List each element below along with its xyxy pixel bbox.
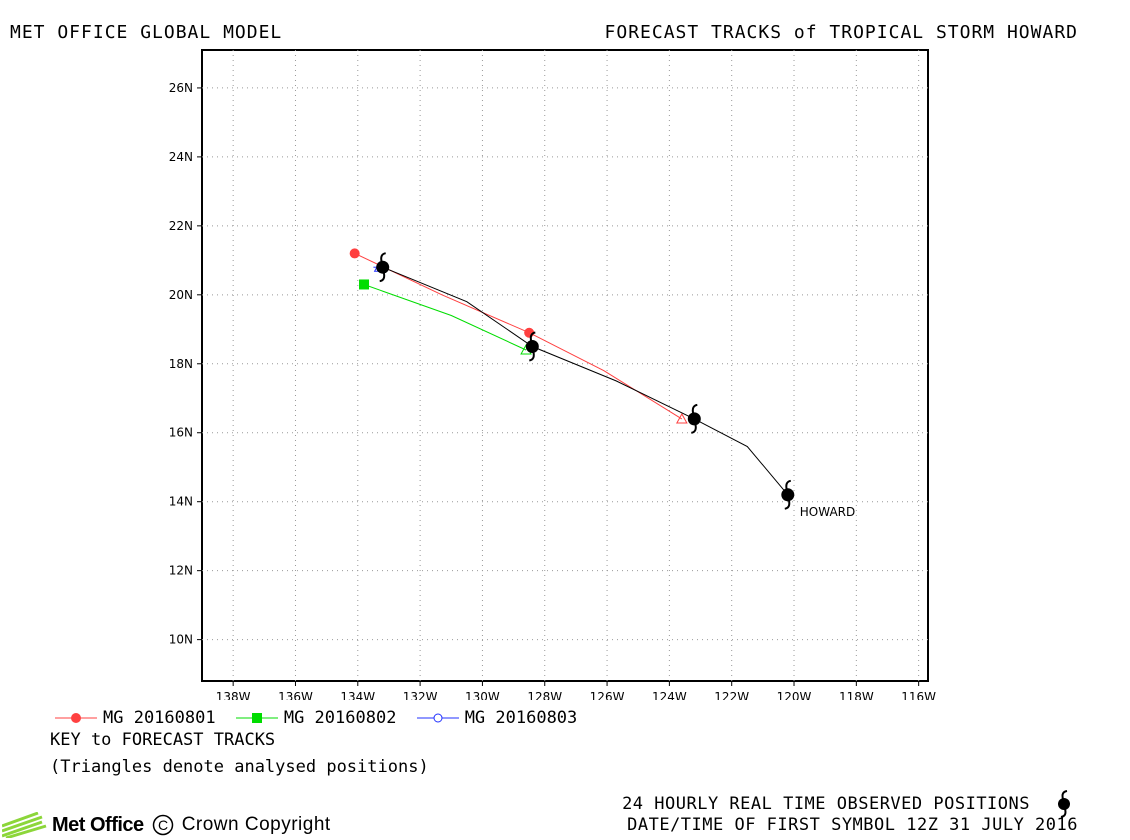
hurricane-symbol-arm: [529, 331, 536, 342]
hurricane-symbol-arm: [380, 252, 386, 263]
blue-open-circle-line-icon: [416, 713, 459, 723]
y-tick-label: 14N: [169, 495, 193, 509]
y-tick-label: 12N: [169, 564, 193, 578]
legend-label: MG 20160802: [283, 708, 397, 728]
forecast-point: [349, 248, 360, 259]
legend: MG 20160801 MG 20160802 MG 20160803: [55, 708, 587, 730]
hurricane-symbol-core: [687, 412, 701, 426]
x-tick-label: 118W: [839, 690, 874, 700]
key-title: KEY to FORECAST TRACKS: [50, 730, 276, 750]
red-circle-line-icon: [55, 713, 97, 723]
hurricane-symbol-arm: [691, 423, 697, 434]
y-tick-label: 10N: [169, 633, 193, 647]
storm-name-label: HOWARD: [800, 505, 855, 519]
x-tick-label: 120W: [777, 690, 812, 700]
hurricane-symbol-arm: [785, 479, 792, 491]
y-tick-label: 20N: [169, 288, 193, 302]
hurricane-symbol-icon: [1058, 790, 1070, 818]
model-title: MET OFFICE GLOBAL MODEL: [10, 22, 283, 43]
x-tick-label: 122W: [714, 690, 749, 700]
x-tick-label: 136W: [278, 690, 313, 700]
hurricane-symbol-icon: [687, 403, 701, 434]
y-tick-label: 16N: [169, 426, 193, 440]
observed-track: [382, 266, 789, 496]
analysed-position-triangle: [675, 412, 688, 424]
x-tick-label: 138W: [216, 690, 251, 700]
green-square-line-icon: [235, 713, 278, 723]
copyright-text: Crown Copyright: [181, 814, 331, 835]
hurricane-symbol-arm: [529, 351, 535, 362]
legend-label: MG 20160803: [464, 708, 578, 728]
met-office-logo-icon: [2, 812, 47, 838]
legend-item-mg-20160802: MG 20160802: [235, 708, 397, 728]
hurricane-symbol-core: [525, 340, 539, 353]
x-tick-label: 126W: [590, 690, 625, 700]
first-symbol-datetime: DATE/TIME OF FIRST SYMBOL 12Z 31 JULY 20…: [627, 815, 1078, 835]
track-map-chart: 138W 136W 134W 132W 130W 128W 126W 124W 122W 120W…: [169, 49, 936, 700]
hurricane-symbol-arm: [691, 403, 698, 415]
hurricane-symbol-arm: [379, 271, 386, 283]
key-note: (Triangles denote analysed positions): [50, 757, 429, 777]
observed-positions-note: 24 HOURLY REAL TIME OBSERVED POSITIONS: [622, 790, 1078, 818]
svg-text:C: C: [158, 817, 168, 833]
hurricane-symbol-core: [781, 488, 795, 502]
hurricane-symbol-icon: [376, 252, 390, 283]
hurricane-symbol-arm: [784, 499, 791, 510]
chart-title: FORECAST TRACKS of TROPICAL STORM HOWARD: [604, 22, 1078, 43]
y-tick-label: 18N: [169, 357, 193, 371]
y-tick-label: 22N: [169, 219, 193, 233]
legend-label: MG 20160801: [103, 708, 216, 728]
y-tick-label: 24N: [169, 150, 193, 164]
x-tick-label: 130W: [465, 690, 500, 700]
x-tick-label: 116W: [901, 690, 936, 700]
y-tick-label: 26N: [169, 81, 193, 95]
forecast-point: [359, 279, 370, 290]
x-tick-label: 128W: [527, 690, 562, 700]
copyright-icon: C: [152, 814, 173, 836]
forecast-track-1: [363, 284, 527, 351]
plot-frame: [201, 49, 929, 682]
hurricane-symbol-core: [376, 260, 390, 274]
x-tick-label: 124W: [652, 690, 687, 700]
legend-item-mg-20160801: MG 20160801: [55, 708, 216, 728]
hurricane-symbol-icon: [781, 479, 795, 510]
x-tick-label: 134W: [340, 690, 375, 700]
brand-name: Met Office: [52, 813, 144, 836]
hurricane-symbol-icon: [525, 331, 539, 362]
observed-positions-label: 24 HOURLY REAL TIME OBSERVED POSITIONS: [622, 794, 1030, 814]
legend-item-mg-20160803: MG 20160803: [416, 708, 578, 728]
met-office-brand: Met Office C Crown Copyright: [2, 812, 331, 838]
x-tick-label: 132W: [403, 690, 438, 700]
